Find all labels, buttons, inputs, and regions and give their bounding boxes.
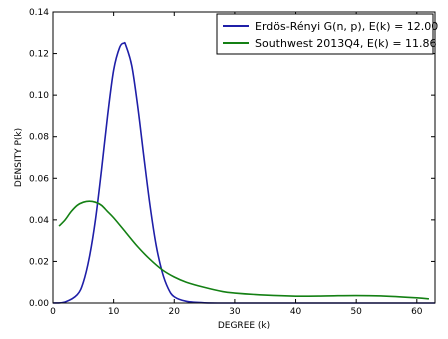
x-tick-label: 10 — [108, 307, 120, 317]
x-tick-label: 20 — [169, 307, 181, 317]
legend-entry: Erdös-Rényi G(n, p), E(k) = 12.00 — [255, 20, 438, 33]
y-axis-label: DENSITY P(k) — [14, 128, 24, 187]
series-lines — [52, 41, 435, 304]
y-tick-label: 0.04 — [29, 216, 49, 226]
y-tick-label: 0.08 — [29, 133, 49, 143]
axis-ticks: 0 10 20 30 40 50 60 0.00 0.02 0.04 0.06 0.08 0.10 0.1… — [29, 8, 435, 317]
plot-frame — [52, 11, 436, 304]
y-tick-label: 0.00 — [29, 299, 49, 309]
legend: Erdös-Rényi G(n, p), E(k) = 12.00 Southw… — [216, 13, 438, 55]
x-axis-label: DEGREE (k) — [218, 321, 270, 331]
series-line-1 — [58, 200, 430, 300]
series-line-0 — [52, 41, 435, 304]
x-tick-label: 60 — [411, 307, 423, 317]
legend-entry: Southwest 2013Q4, E(k) = 11.86 — [255, 37, 437, 50]
y-tick-label: 0.10 — [29, 91, 49, 101]
x-tick-label: 30 — [229, 307, 241, 317]
y-tick-label: 0.14 — [29, 8, 49, 18]
y-tick-label: 0.02 — [29, 257, 49, 267]
x-tick-label: 0 — [50, 307, 56, 317]
legend-box — [216, 13, 434, 55]
y-tick-label: 0.06 — [29, 174, 49, 184]
x-tick-label: 50 — [350, 307, 362, 317]
y-tick-label: 0.12 — [29, 50, 49, 60]
x-tick-label: 40 — [290, 307, 302, 317]
